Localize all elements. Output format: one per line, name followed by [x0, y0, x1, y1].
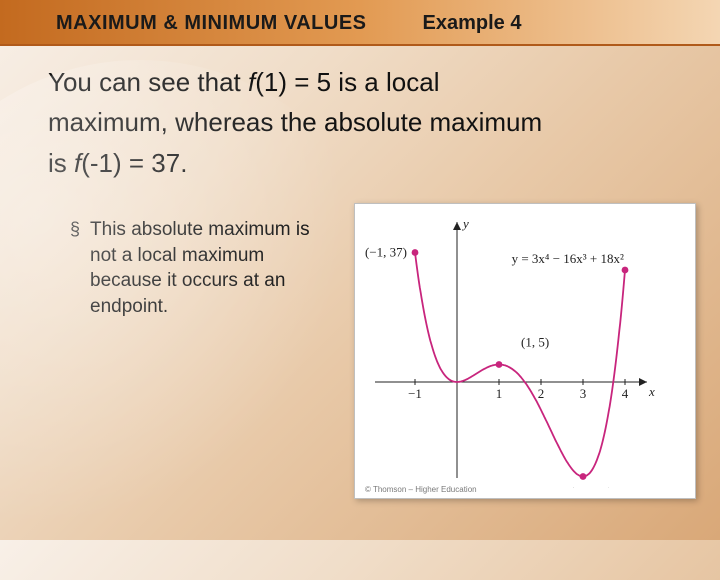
x-axis-label: x: [648, 384, 655, 399]
svg-text:1: 1: [496, 386, 503, 401]
graph-svg: x y −1 1 2 3 4 (−1, 37) (1, 5) (3, −27) y = …: [361, 212, 657, 488]
body-line1b: (1) = 5 is a local: [255, 67, 439, 97]
point-label-A: (−1, 37): [365, 244, 407, 259]
section-title: MAXIMUM & MINIMUM VALUES: [56, 12, 367, 35]
point-label-C: (3, −27): [570, 484, 612, 488]
svg-text:2: 2: [538, 386, 545, 401]
point-label-B: (1, 5): [521, 334, 549, 349]
body-line1a: You can see that: [48, 67, 248, 97]
body-paragraph: You can see that f(1) = 5 is a local max…: [48, 62, 696, 183]
svg-text:3: 3: [580, 386, 587, 401]
graph-credit: © Thomson – Higher Education: [365, 485, 477, 494]
body-line3a: is: [48, 148, 74, 178]
body-line2: maximum, whereas the absolute maximum: [48, 107, 542, 137]
function-curve: [415, 252, 625, 476]
body-line3b: (-1) = 37.: [81, 148, 187, 178]
x-axis-arrow: [639, 378, 647, 386]
y-axis-arrow: [453, 222, 461, 230]
equation-label: y = 3x⁴ − 16x³ + 18x²: [512, 251, 624, 266]
y-axis-label: y: [461, 216, 469, 231]
header-bar: MAXIMUM & MINIMUM VALUES Example 4: [0, 0, 720, 46]
bullet-text: This absolute maximum is not a local max…: [90, 217, 338, 320]
graph-points: [412, 249, 629, 480]
bullet-marker: §: [70, 217, 80, 320]
graph-panel: x y −1 1 2 3 4 (−1, 37) (1, 5) (3, −27) y = …: [354, 203, 696, 499]
svg-text:4: 4: [622, 386, 629, 401]
slide-content: You can see that f(1) = 5 is a local max…: [0, 46, 720, 499]
svg-text:−1: −1: [408, 386, 422, 401]
bullet-block: § This absolute maximum is not a local m…: [48, 203, 338, 320]
example-label: Example 4: [423, 12, 522, 35]
